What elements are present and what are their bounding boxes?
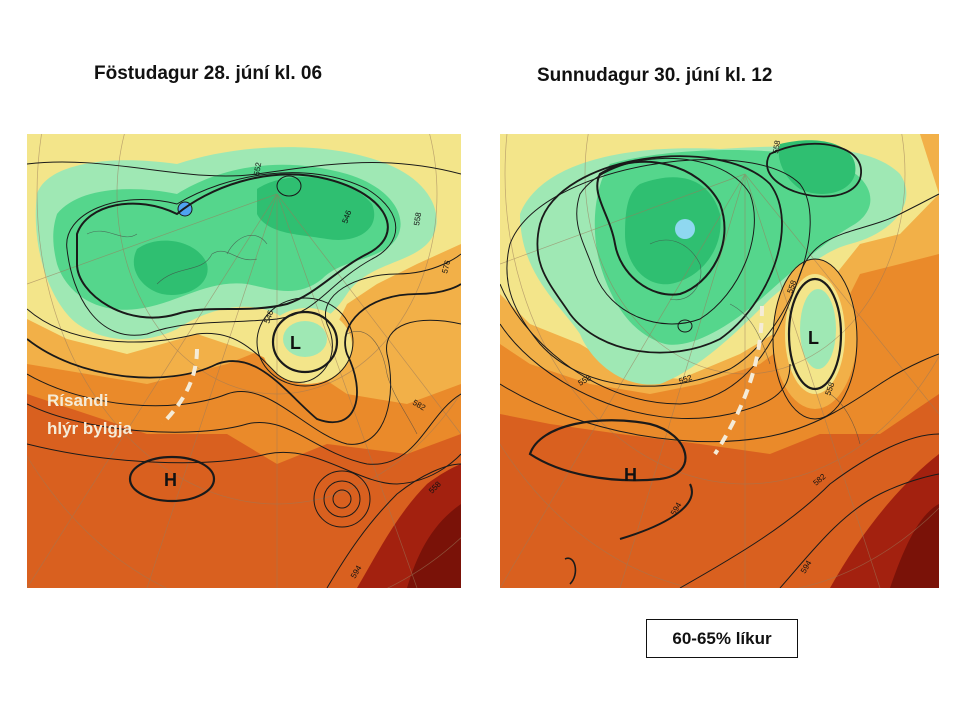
- contour-label: 552: [678, 373, 694, 386]
- contour-label: 546: [262, 309, 275, 325]
- contour-label: 558: [412, 211, 423, 226]
- contour-label: 558: [823, 381, 836, 397]
- contour-label: 558: [771, 139, 782, 154]
- high-label-right: H: [624, 465, 637, 485]
- forecast-map-right: L H 558 558 552 558 582 594 594 558: [500, 134, 939, 588]
- forecast-map-left: L H Rísandi hlýr bylgja 552 546 558 576 …: [27, 134, 461, 588]
- annotation-line-2: hlýr bylgja: [47, 419, 133, 438]
- low-label-right: L: [808, 328, 819, 348]
- high-label-left: H: [164, 470, 177, 490]
- contour-label: 558: [785, 279, 798, 295]
- annotation-line-1: Rísandi: [47, 391, 108, 410]
- low-label-left: L: [290, 333, 301, 353]
- panel-title-right: Sunnudagur 30. júní kl. 12: [537, 65, 773, 86]
- forecast-map-right-svg: L H 558 558 552 558 582 594 594 558: [500, 134, 939, 588]
- contour-label: 546: [340, 209, 353, 225]
- contour-label: 552: [252, 161, 263, 176]
- contour-label: 576: [440, 259, 452, 275]
- forecast-map-left-svg: L H Rísandi hlýr bylgja 552 546 558 576 …: [27, 134, 461, 588]
- panel-title-left: Föstudagur 28. júní kl. 06: [94, 63, 323, 84]
- probability-box: 60-65% líkur: [646, 619, 798, 658]
